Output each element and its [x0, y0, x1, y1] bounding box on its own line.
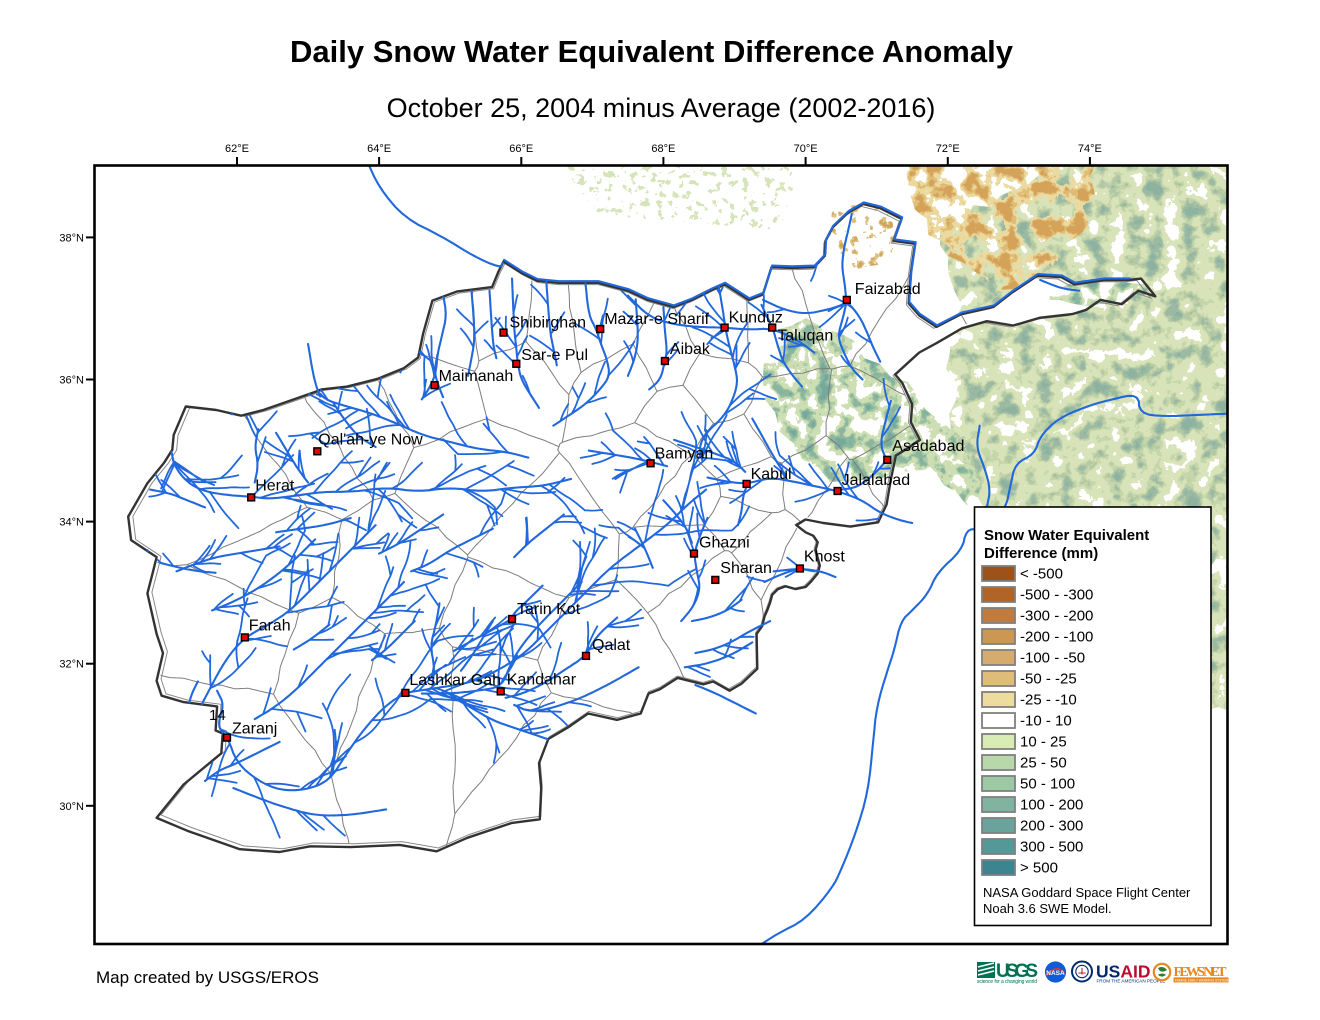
- svg-text:FEWS NET: FEWS NET: [1174, 965, 1228, 980]
- svg-text:68°E: 68°E: [651, 143, 675, 155]
- svg-text:Shibirghan: Shibirghan: [510, 315, 587, 332]
- svg-text:science for a changing world: science for a changing world: [977, 979, 1037, 985]
- svg-text:14: 14: [209, 707, 226, 724]
- svg-text:USGS: USGS: [996, 961, 1038, 982]
- svg-text:25 - 50: 25 - 50: [1020, 755, 1067, 772]
- svg-text:Aibak: Aibak: [670, 341, 711, 358]
- svg-text:< -500: < -500: [1020, 566, 1063, 583]
- svg-text:32°N: 32°N: [59, 659, 84, 671]
- svg-text:October 25, 2004 minus Average: October 25, 2004 minus Average (2002-201…: [387, 93, 936, 123]
- svg-text:Kunduz: Kunduz: [729, 310, 783, 327]
- svg-text:Taluqan: Taluqan: [777, 328, 833, 345]
- svg-text:Herat: Herat: [255, 477, 295, 494]
- svg-text:Difference (mm): Difference (mm): [984, 545, 1098, 562]
- svg-text:Kandahar: Kandahar: [507, 671, 577, 688]
- svg-text:Asadabad: Asadabad: [892, 438, 964, 455]
- svg-text:Sharan: Sharan: [720, 560, 772, 577]
- svg-text:10 - 25: 10 - 25: [1020, 734, 1067, 751]
- svg-text:Sar-e Pul: Sar-e Pul: [521, 347, 588, 364]
- svg-text:30°N: 30°N: [59, 801, 84, 813]
- svg-text:-300 - -200: -300 - -200: [1020, 608, 1093, 625]
- svg-text:USAID: USAID: [1096, 962, 1150, 982]
- svg-text:Tarin Kot: Tarin Kot: [517, 601, 581, 618]
- svg-text:66°E: 66°E: [509, 143, 533, 155]
- svg-text:Farah: Farah: [249, 617, 291, 634]
- svg-text:64°E: 64°E: [367, 143, 391, 155]
- svg-text:100 - 200: 100 - 200: [1020, 797, 1083, 814]
- svg-text:Maimanah: Maimanah: [439, 368, 514, 385]
- svg-text:Mazar-e Sharif: Mazar-e Sharif: [604, 311, 709, 328]
- svg-text:> 500: > 500: [1020, 860, 1058, 877]
- svg-text:-50 - -25: -50 - -25: [1020, 671, 1077, 688]
- svg-text:300 - 500: 300 - 500: [1020, 839, 1083, 856]
- svg-text:70°E: 70°E: [794, 143, 818, 155]
- svg-text:Jalalabad: Jalalabad: [842, 472, 911, 489]
- svg-text:Daily Snow Water Equivalent Di: Daily Snow Water Equivalent Difference A…: [290, 34, 1014, 69]
- svg-text:200 - 300: 200 - 300: [1020, 818, 1083, 835]
- svg-text:36°N: 36°N: [59, 375, 84, 387]
- svg-text:74°E: 74°E: [1078, 143, 1102, 155]
- svg-text:Ghazni: Ghazni: [699, 535, 750, 552]
- svg-text:38°N: 38°N: [59, 232, 84, 244]
- svg-text:Bamyan: Bamyan: [655, 445, 714, 462]
- svg-text:-200 - -100: -200 - -100: [1020, 629, 1093, 646]
- svg-text:Kabul: Kabul: [751, 466, 792, 483]
- svg-text:50 - 100: 50 - 100: [1020, 776, 1075, 793]
- svg-text:Zaranj: Zaranj: [232, 721, 277, 738]
- svg-text:62°E: 62°E: [225, 143, 249, 155]
- svg-text:-100 - -50: -100 - -50: [1020, 650, 1085, 667]
- svg-text:34°N: 34°N: [59, 517, 84, 529]
- svg-text:FROM THE AMERICAN PEOPLE: FROM THE AMERICAN PEOPLE: [1097, 979, 1166, 984]
- svg-text:Noah 3.6 SWE Model.: Noah 3.6 SWE Model.: [983, 901, 1112, 916]
- svg-text:-10 - 10: -10 - 10: [1020, 713, 1072, 730]
- svg-text:NASA: NASA: [1046, 970, 1065, 977]
- svg-text:-500 - -300: -500 - -300: [1020, 587, 1093, 604]
- svg-text:Lashkar Gah: Lashkar Gah: [409, 672, 501, 689]
- svg-text:FAMINE EARLY WARNING SYSTEMS N: FAMINE EARLY WARNING SYSTEMS NETWORK: [1175, 978, 1248, 982]
- svg-text:-25 - -10: -25 - -10: [1020, 692, 1077, 709]
- svg-text:72°E: 72°E: [936, 143, 960, 155]
- svg-text:Snow Water Equivalent: Snow Water Equivalent: [984, 527, 1149, 544]
- svg-text:Faizabad: Faizabad: [855, 281, 921, 298]
- svg-text:NASA Goddard Space Flight Cent: NASA Goddard Space Flight Center: [983, 885, 1191, 900]
- svg-text:Qalat: Qalat: [592, 637, 631, 654]
- svg-text:Khost: Khost: [804, 549, 845, 566]
- svg-text:Map created by USGS/EROS: Map created by USGS/EROS: [96, 968, 319, 987]
- svg-text:Qal'ah-ye Now: Qal'ah-ye Now: [318, 431, 423, 448]
